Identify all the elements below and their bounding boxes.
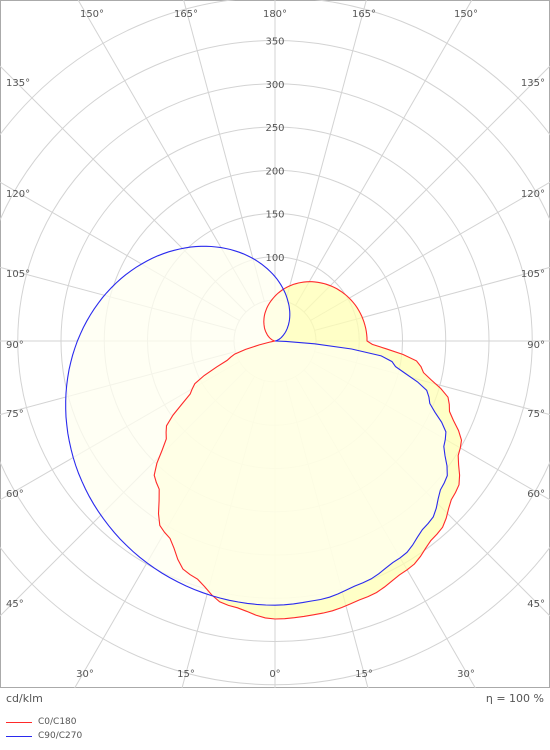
angle-label-top: 165°: [174, 9, 198, 20]
curve-fill-1: [65, 246, 448, 606]
angle-label-right: 60°: [527, 489, 545, 500]
angle-label-bottom: 15°: [177, 669, 195, 680]
angle-label-top: 150°: [454, 9, 478, 20]
angle-label-bottom: 30°: [457, 669, 475, 680]
grid-ray: [303, 65, 550, 313]
grid-ray: [285, 0, 367, 302]
legend-label-c0: C0/C180: [38, 717, 77, 727]
legend-label-c90: C90/C270: [38, 731, 83, 741]
curve-1: [65, 245, 448, 606]
curves: [65, 245, 463, 620]
angle-label-top: 180°: [263, 9, 287, 20]
angle-label-right: 45°: [527, 599, 545, 610]
angle-label-left: 60°: [6, 489, 24, 500]
angle-label-right: 75°: [527, 409, 545, 420]
grid-ray: [183, 0, 265, 302]
radial-tick-label: 250: [265, 123, 284, 134]
unit-label: cd/klm: [6, 692, 43, 705]
radial-tick-label: 350: [265, 37, 284, 48]
angle-label-bottom: 30°: [76, 669, 94, 680]
curve-0: [153, 281, 463, 620]
radial-tick-label: 150: [265, 210, 284, 221]
grid-ray: [310, 181, 550, 321]
angle-label-left: 75°: [6, 409, 24, 420]
angle-label-bottom: 0°: [269, 669, 280, 680]
angle-label-right: 120°: [521, 189, 545, 200]
grid-ray: [295, 0, 473, 306]
angle-label-top: 150°: [80, 9, 104, 20]
angle-label-left: 135°: [6, 78, 30, 89]
radial-tick-label: 200: [265, 166, 284, 177]
legend-item-c0: C0/C180: [6, 716, 77, 728]
angle-label-right: 135°: [521, 78, 545, 89]
radial-tick-label: 300: [265, 80, 284, 91]
angle-label-right: 105°: [521, 269, 545, 280]
legend-swatch-c0: [6, 721, 32, 723]
angle-label-right: 90°: [527, 340, 545, 351]
angle-label-top: 165°: [352, 9, 376, 20]
radial-tick-label: 100: [265, 253, 284, 264]
legend-swatch-c90: [6, 735, 32, 737]
angle-label-left: 90°: [6, 340, 24, 351]
curve-fills: [65, 246, 462, 619]
angle-label-left: 45°: [6, 599, 24, 610]
axis-labels: 100 150 200 250 300 350 150° 165° 180° 165° 150° 13…: [6, 9, 545, 680]
angle-label-left: 120°: [6, 189, 30, 200]
angle-label-bottom: 15°: [355, 669, 373, 680]
polar-chart: 100 150 200 250 300 350 150° 165° 180° 165° 150° 13…: [0, 0, 550, 689]
angle-label-left: 105°: [6, 269, 30, 280]
legend-item-c90: C90/C270: [6, 730, 82, 742]
efficiency-label: η = 100 %: [485, 692, 544, 705]
